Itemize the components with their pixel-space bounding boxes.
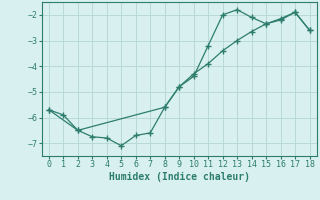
X-axis label: Humidex (Indice chaleur): Humidex (Indice chaleur) [109,172,250,182]
